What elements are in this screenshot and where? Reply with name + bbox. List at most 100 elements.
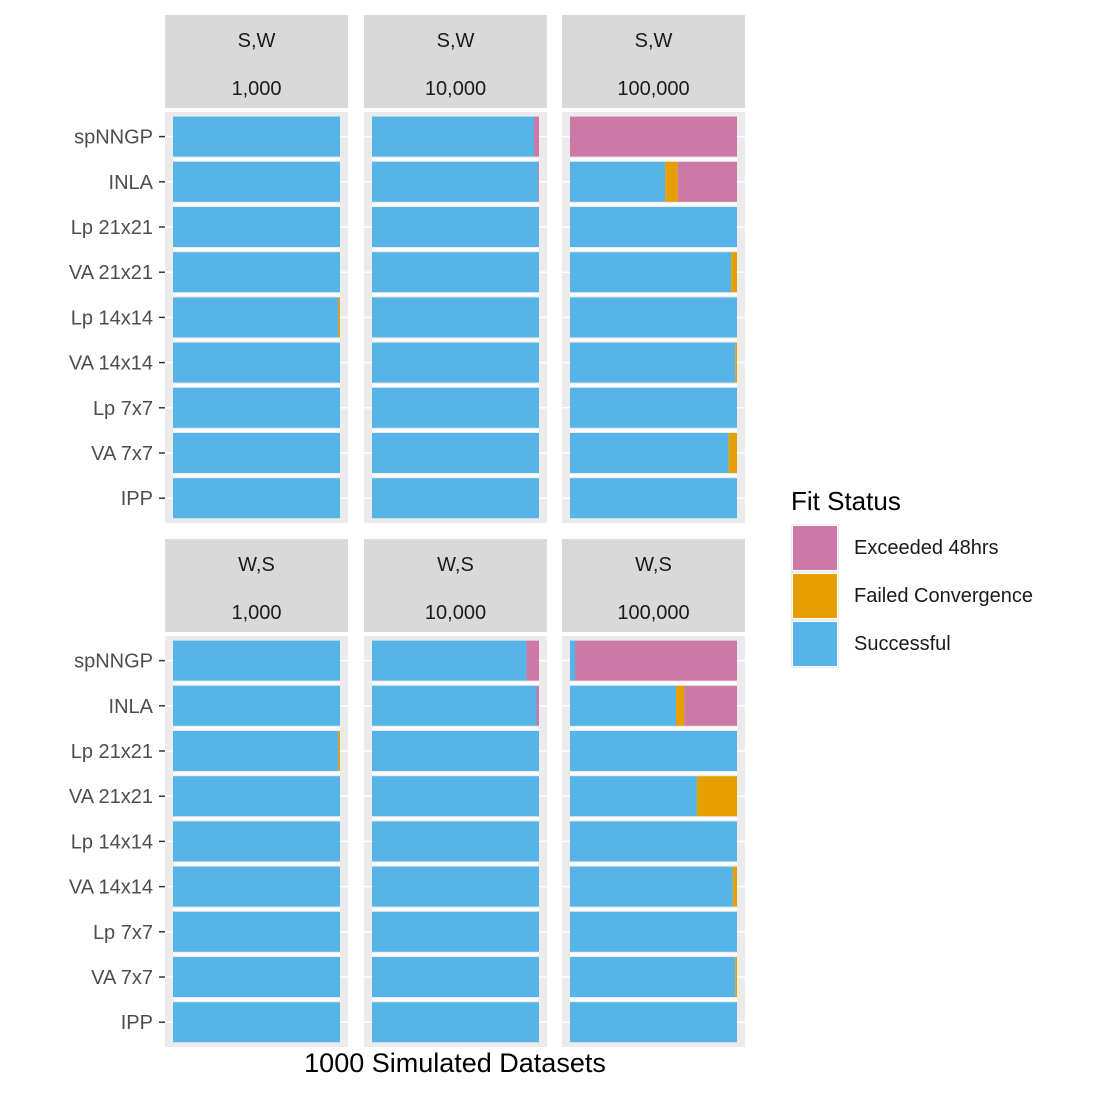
bar-segment-exceeded [570, 116, 737, 157]
bar-segment-successful [570, 433, 729, 473]
bar-segment-successful [372, 478, 539, 519]
facet-strip-size-label: 1,000 [231, 602, 281, 624]
bar-segment-successful [570, 342, 736, 383]
legend-item-exceeded: Exceeded 48hrs [791, 524, 1091, 572]
bar-segment-successful [173, 731, 339, 771]
bar-segment-exceeded [536, 685, 539, 726]
bar-segment-successful [570, 161, 666, 202]
bar-segment-successful [173, 478, 340, 519]
bar-segment-successful [173, 297, 339, 338]
legend-swatch-failed [792, 573, 838, 619]
legend-key [791, 524, 839, 572]
bar-segment-successful [372, 1002, 539, 1043]
facet-strip [562, 539, 745, 632]
bar-segment-successful [173, 776, 340, 817]
facet-strip [562, 15, 745, 108]
bar-segment-successful [372, 731, 539, 771]
legend-key [791, 572, 839, 620]
y-tick-label: spNNGP [74, 651, 153, 673]
legend-swatch-exceeded [792, 525, 838, 571]
facet-strip-size-label: 1,000 [231, 78, 281, 100]
bar-segment-successful [570, 957, 736, 997]
facet-strip [364, 539, 547, 632]
bar-segment-successful [372, 161, 539, 202]
legend-item-failed: Failed Convergence [791, 572, 1091, 620]
facet-strip-size-label: 100,000 [617, 602, 689, 624]
bar-segment-failed [696, 776, 737, 817]
bar-segment-successful [173, 433, 340, 473]
bar-segment-successful [372, 342, 539, 383]
bar-segment-successful [372, 640, 527, 681]
bar-segment-successful [372, 957, 539, 997]
bar-segment-successful [570, 776, 697, 817]
bar-segment-exceeded [677, 161, 737, 202]
facet-strip-order-label: S,W [238, 30, 276, 52]
bar-segment-exceeded [526, 640, 539, 681]
legend-label-exceeded: Exceeded 48hrs [854, 537, 999, 559]
bar-segment-failed [735, 957, 737, 997]
y-tick-label: IPP [121, 488, 153, 510]
bar-segment-successful [570, 821, 737, 862]
bar-segment-exceeded [575, 640, 737, 681]
y-tick-label: VA 21x21 [69, 786, 153, 808]
bar-segment-successful [372, 297, 539, 338]
facet-strip [165, 539, 348, 632]
y-tick-label: INLA [109, 696, 154, 718]
y-tick-label: VA 21x21 [69, 262, 153, 284]
y-tick-label: spNNGP [74, 127, 153, 149]
bar-segment-successful [372, 387, 539, 428]
bar-segment-failed [676, 685, 685, 726]
bar-segment-successful [570, 685, 677, 726]
bar-segment-successful [570, 297, 737, 338]
bar-segment-successful [173, 342, 340, 383]
facet-strip-size-label: 10,000 [425, 602, 486, 624]
legend-title: Fit Status [791, 486, 901, 516]
bar-segment-failed [338, 297, 340, 338]
bar-segment-successful [372, 911, 539, 952]
facet-strip-order-label: W,S [635, 554, 672, 576]
y-tick-label: Lp 21x21 [71, 741, 153, 763]
facet-strip-order-label: S,W [635, 30, 673, 52]
legend-label-failed: Failed Convergence [854, 585, 1033, 607]
facet-strip-size-label: 10,000 [425, 78, 486, 100]
bar-segment-successful [570, 640, 576, 681]
bar-segment-successful [570, 731, 737, 771]
bar-segment-successful [372, 433, 539, 473]
y-tick-label: VA 7x7 [91, 967, 153, 989]
bar-segment-successful [173, 911, 340, 952]
facet-strip-order-label: W,S [437, 554, 474, 576]
bar-segment-successful [372, 866, 539, 907]
bar-segment-successful [570, 207, 737, 247]
bar-segment-successful [173, 957, 340, 997]
legend-swatch-successful [792, 621, 838, 667]
bar-segment-successful [173, 252, 340, 293]
bar-segment-exceeded [533, 116, 539, 157]
y-tick-label: IPP [121, 1012, 153, 1034]
facet-strip-order-label: W,S [238, 554, 275, 576]
bar-segment-successful [173, 387, 340, 428]
bar-segment-failed [665, 161, 678, 202]
bar-segment-successful [173, 821, 340, 862]
y-tick-label: VA 14x14 [69, 353, 153, 375]
bar-segment-failed [338, 731, 340, 771]
bar-segment-successful [173, 207, 340, 247]
facet-strip-size-label: 100,000 [617, 78, 689, 100]
y-tick-label: Lp 7x7 [93, 922, 153, 944]
y-tick-label: Lp 7x7 [93, 398, 153, 420]
bar-segment-successful [173, 866, 340, 907]
x-axis-title: 1000 Simulated Datasets [304, 1048, 606, 1078]
legend-item-successful: Successful [791, 620, 1091, 668]
bar-segment-successful [570, 478, 737, 519]
bar-segment-successful [570, 866, 733, 907]
bar-segment-failed [735, 342, 737, 383]
y-tick-label: VA 7x7 [91, 443, 153, 465]
bar-segment-successful [570, 252, 732, 293]
bar-segment-successful [372, 776, 539, 817]
y-tick-label: Lp 21x21 [71, 217, 153, 239]
bar-segment-successful [173, 640, 340, 681]
y-tick-label: Lp 14x14 [71, 831, 153, 853]
y-tick-label: INLA [109, 172, 154, 194]
bar-segment-failed [731, 252, 737, 293]
legend-label-successful: Successful [854, 633, 951, 655]
